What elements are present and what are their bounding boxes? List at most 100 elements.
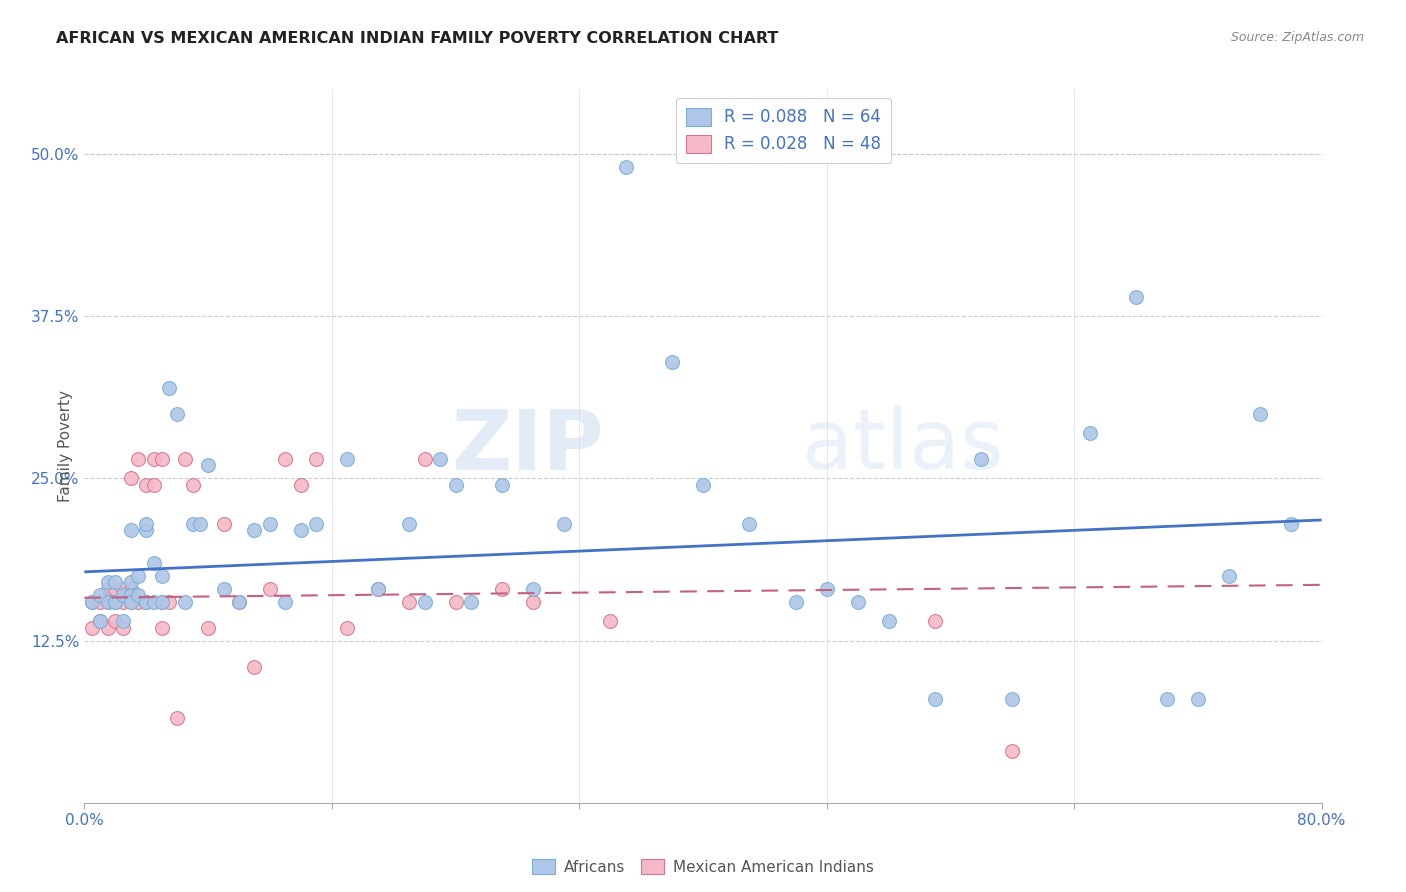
- Point: [112, 595, 135, 609]
- Point: [815, 582, 838, 596]
- Point: [599, 614, 621, 628]
- Point: [1279, 516, 1302, 531]
- Point: [97, 595, 120, 609]
- Point: [413, 452, 436, 467]
- Point: [128, 452, 150, 467]
- Point: [274, 595, 297, 609]
- Point: [82, 595, 104, 609]
- Point: [336, 452, 359, 467]
- Point: [444, 595, 467, 609]
- Text: AFRICAN VS MEXICAN AMERICAN INDIAN FAMILY POVERTY CORRELATION CHART: AFRICAN VS MEXICAN AMERICAN INDIAN FAMIL…: [56, 31, 779, 46]
- Point: [336, 621, 359, 635]
- Point: [1078, 425, 1101, 440]
- Point: [89, 595, 111, 609]
- Point: [460, 595, 482, 609]
- Point: [135, 524, 157, 538]
- Point: [104, 614, 127, 628]
- Point: [135, 478, 157, 492]
- Point: [112, 582, 135, 596]
- Point: [290, 478, 312, 492]
- Point: [82, 595, 104, 609]
- Point: [97, 582, 120, 596]
- Point: [398, 595, 420, 609]
- Point: [1001, 692, 1024, 706]
- Point: [367, 582, 389, 596]
- Text: atlas: atlas: [801, 406, 1004, 486]
- Point: [128, 568, 150, 582]
- Point: [159, 381, 181, 395]
- Point: [259, 582, 281, 596]
- Point: [112, 588, 135, 602]
- Point: [305, 452, 328, 467]
- Point: [491, 478, 513, 492]
- Legend: Africans, Mexican American Indians: Africans, Mexican American Indians: [526, 853, 880, 880]
- Point: [212, 516, 235, 531]
- Point: [143, 595, 166, 609]
- Point: [150, 568, 173, 582]
- Point: [924, 692, 946, 706]
- Point: [846, 595, 869, 609]
- Point: [290, 524, 312, 538]
- Point: [166, 711, 188, 725]
- Point: [143, 478, 166, 492]
- Point: [228, 595, 250, 609]
- Point: [120, 582, 142, 596]
- Point: [522, 595, 544, 609]
- Text: ZIP: ZIP: [451, 406, 605, 486]
- Point: [785, 595, 807, 609]
- Point: [150, 452, 173, 467]
- Text: Source: ZipAtlas.com: Source: ZipAtlas.com: [1230, 31, 1364, 45]
- Point: [661, 354, 683, 368]
- Point: [89, 614, 111, 628]
- Point: [97, 575, 120, 590]
- Y-axis label: Family Poverty: Family Poverty: [58, 390, 73, 502]
- Point: [112, 621, 135, 635]
- Point: [104, 575, 127, 590]
- Point: [120, 575, 142, 590]
- Point: [174, 595, 197, 609]
- Point: [166, 407, 188, 421]
- Point: [89, 588, 111, 602]
- Point: [135, 595, 157, 609]
- Point: [970, 452, 993, 467]
- Point: [1218, 568, 1240, 582]
- Point: [614, 160, 637, 174]
- Point: [1249, 407, 1271, 421]
- Point: [104, 595, 127, 609]
- Point: [924, 614, 946, 628]
- Point: [143, 452, 166, 467]
- Point: [1001, 744, 1024, 758]
- Point: [1125, 290, 1147, 304]
- Point: [112, 614, 135, 628]
- Point: [135, 516, 157, 531]
- Point: [398, 516, 420, 531]
- Point: [97, 621, 120, 635]
- Point: [197, 621, 219, 635]
- Point: [1187, 692, 1209, 706]
- Point: [128, 588, 150, 602]
- Point: [143, 556, 166, 570]
- Point: [181, 516, 204, 531]
- Point: [259, 516, 281, 531]
- Point: [150, 595, 173, 609]
- Point: [135, 595, 157, 609]
- Point: [120, 524, 142, 538]
- Point: [738, 516, 761, 531]
- Point: [491, 582, 513, 596]
- Point: [104, 582, 127, 596]
- Point: [553, 516, 575, 531]
- Point: [413, 595, 436, 609]
- Point: [174, 452, 197, 467]
- Point: [120, 595, 142, 609]
- Point: [274, 452, 297, 467]
- Point: [120, 588, 142, 602]
- Point: [367, 582, 389, 596]
- Point: [120, 471, 142, 485]
- Point: [197, 458, 219, 473]
- Point: [181, 478, 204, 492]
- Point: [305, 516, 328, 531]
- Point: [188, 516, 212, 531]
- Point: [243, 524, 266, 538]
- Point: [82, 621, 104, 635]
- Point: [159, 595, 181, 609]
